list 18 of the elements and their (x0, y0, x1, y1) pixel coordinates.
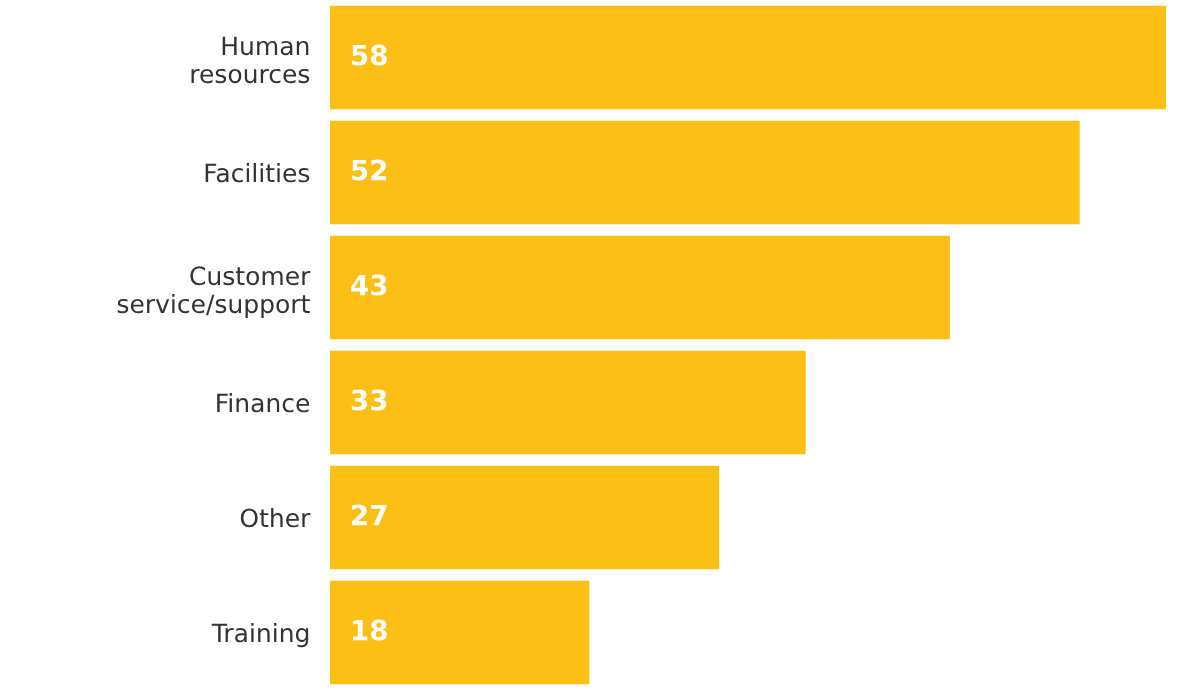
data-label: 33 (351, 389, 387, 411)
bar (329, 235, 950, 340)
y-tick-label: Human resources (191, 36, 310, 84)
data-label: 58 (352, 44, 387, 66)
y-tick-label: Customer service/support (117, 266, 311, 319)
data-label: 43 (351, 274, 387, 296)
bar (329, 580, 590, 685)
y-tick-label: Facilities (205, 163, 310, 183)
y-tick-label: Other (240, 508, 311, 528)
bar (329, 350, 806, 455)
data-label: 27 (352, 504, 387, 526)
bar (329, 465, 720, 570)
bar (329, 120, 1080, 225)
y-tick-label: Finance (217, 393, 310, 413)
bar (329, 5, 1167, 110)
data-label: 18 (353, 619, 387, 641)
y-tick-label: Training (211, 623, 309, 648)
data-label: 52 (352, 159, 387, 181)
